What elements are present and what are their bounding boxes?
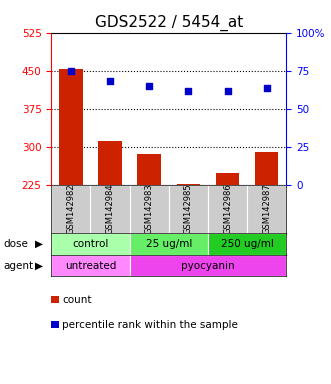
Text: agent: agent <box>3 261 33 271</box>
Text: untreated: untreated <box>65 261 116 271</box>
Bar <box>208 185 247 233</box>
Point <box>68 68 73 74</box>
Bar <box>169 185 208 233</box>
Text: GSM142985: GSM142985 <box>184 184 193 234</box>
Point <box>264 84 269 91</box>
Bar <box>130 233 208 255</box>
Point <box>107 78 113 84</box>
Text: GSM142984: GSM142984 <box>106 184 115 234</box>
Text: GSM142982: GSM142982 <box>67 184 75 234</box>
Bar <box>255 152 278 185</box>
Bar <box>51 255 130 276</box>
Text: control: control <box>72 239 109 249</box>
Text: GSM142987: GSM142987 <box>262 184 271 234</box>
Point <box>225 88 230 94</box>
Title: GDS2522 / 5454_at: GDS2522 / 5454_at <box>95 15 243 31</box>
Point <box>186 88 191 94</box>
Text: dose: dose <box>3 239 28 249</box>
Text: pyocyanin: pyocyanin <box>181 261 235 271</box>
Bar <box>90 185 130 233</box>
Text: percentile rank within the sample: percentile rank within the sample <box>62 319 238 330</box>
Bar <box>216 173 239 185</box>
Bar <box>51 185 90 233</box>
Bar <box>208 233 286 255</box>
Text: ▶: ▶ <box>35 239 43 249</box>
Text: GSM142986: GSM142986 <box>223 184 232 234</box>
Bar <box>247 185 286 233</box>
Bar <box>59 69 83 185</box>
Text: GSM142983: GSM142983 <box>145 184 154 234</box>
Text: count: count <box>62 295 91 305</box>
Bar <box>177 184 200 185</box>
Point <box>147 83 152 89</box>
Bar <box>98 141 122 185</box>
Text: 25 ug/ml: 25 ug/ml <box>146 239 192 249</box>
Bar <box>137 154 161 185</box>
Bar <box>130 185 169 233</box>
Text: ▶: ▶ <box>35 261 43 271</box>
Bar <box>130 255 286 276</box>
Text: 250 ug/ml: 250 ug/ml <box>221 239 274 249</box>
Bar <box>51 233 130 255</box>
